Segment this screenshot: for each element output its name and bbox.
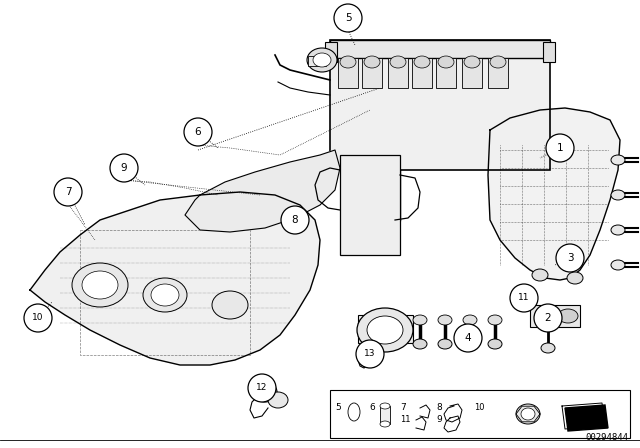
Text: 11: 11 xyxy=(518,293,530,302)
Text: 3: 3 xyxy=(566,253,573,263)
Bar xyxy=(330,40,550,58)
Ellipse shape xyxy=(307,48,337,72)
Text: 12: 12 xyxy=(256,383,268,392)
Text: 5: 5 xyxy=(335,403,340,412)
Ellipse shape xyxy=(414,56,430,68)
Ellipse shape xyxy=(535,309,555,323)
Ellipse shape xyxy=(359,356,371,366)
Circle shape xyxy=(546,134,574,162)
Ellipse shape xyxy=(82,271,118,299)
Bar xyxy=(436,58,456,88)
Circle shape xyxy=(281,206,309,234)
Polygon shape xyxy=(565,405,608,431)
Text: 9: 9 xyxy=(436,415,442,424)
Ellipse shape xyxy=(143,278,187,312)
Bar xyxy=(330,40,550,170)
Circle shape xyxy=(356,340,384,368)
Text: 1: 1 xyxy=(557,143,563,153)
Ellipse shape xyxy=(567,272,583,284)
Ellipse shape xyxy=(212,291,248,319)
Ellipse shape xyxy=(611,260,625,270)
Ellipse shape xyxy=(541,343,555,353)
Polygon shape xyxy=(488,108,620,280)
Text: 7: 7 xyxy=(400,403,406,412)
Ellipse shape xyxy=(490,56,506,68)
Text: 8: 8 xyxy=(436,403,442,412)
Ellipse shape xyxy=(532,269,548,281)
Ellipse shape xyxy=(438,315,452,325)
Bar xyxy=(330,390,630,438)
Ellipse shape xyxy=(253,382,277,402)
Bar xyxy=(338,58,358,88)
Circle shape xyxy=(54,178,82,206)
Ellipse shape xyxy=(488,339,502,349)
Text: 10: 10 xyxy=(32,314,44,323)
Text: 4: 4 xyxy=(465,333,471,343)
Bar xyxy=(543,42,555,62)
Circle shape xyxy=(534,304,562,332)
Polygon shape xyxy=(562,403,605,429)
Ellipse shape xyxy=(367,316,403,344)
Ellipse shape xyxy=(413,315,427,325)
Circle shape xyxy=(454,324,482,352)
Circle shape xyxy=(184,118,212,146)
Ellipse shape xyxy=(268,392,288,408)
Ellipse shape xyxy=(516,404,540,424)
Text: 00294844: 00294844 xyxy=(585,433,628,442)
Ellipse shape xyxy=(357,308,413,352)
Bar xyxy=(325,42,337,62)
Ellipse shape xyxy=(340,56,356,68)
Text: 5: 5 xyxy=(345,13,351,23)
Bar xyxy=(488,58,508,88)
Ellipse shape xyxy=(521,408,535,420)
Ellipse shape xyxy=(463,339,477,349)
Bar xyxy=(340,155,400,255)
Circle shape xyxy=(510,284,538,312)
Ellipse shape xyxy=(348,403,360,421)
Bar xyxy=(362,58,382,88)
Circle shape xyxy=(334,4,362,32)
Ellipse shape xyxy=(380,403,390,409)
Ellipse shape xyxy=(151,284,179,306)
Ellipse shape xyxy=(611,225,625,235)
Circle shape xyxy=(110,154,138,182)
Text: 11: 11 xyxy=(400,415,410,424)
Text: 6: 6 xyxy=(369,403,375,412)
Ellipse shape xyxy=(611,190,625,200)
Ellipse shape xyxy=(438,56,454,68)
Text: 6: 6 xyxy=(195,127,202,137)
Text: 9: 9 xyxy=(121,163,127,173)
Ellipse shape xyxy=(438,339,452,349)
Ellipse shape xyxy=(611,155,625,165)
Bar xyxy=(380,406,390,424)
Text: 7: 7 xyxy=(65,187,71,197)
Text: 13: 13 xyxy=(364,349,376,358)
Text: 2: 2 xyxy=(545,313,551,323)
Polygon shape xyxy=(30,192,320,365)
Circle shape xyxy=(556,244,584,272)
Ellipse shape xyxy=(488,315,502,325)
Bar xyxy=(308,56,326,66)
Ellipse shape xyxy=(380,421,390,427)
Text: 8: 8 xyxy=(292,215,298,225)
Ellipse shape xyxy=(313,53,331,67)
Circle shape xyxy=(24,304,52,332)
Bar xyxy=(462,58,482,88)
Polygon shape xyxy=(185,150,340,232)
Ellipse shape xyxy=(413,339,427,349)
Bar xyxy=(358,315,413,343)
Ellipse shape xyxy=(364,56,380,68)
Ellipse shape xyxy=(390,56,406,68)
Bar xyxy=(412,58,432,88)
Ellipse shape xyxy=(72,263,128,307)
Bar xyxy=(530,305,580,327)
Ellipse shape xyxy=(463,315,477,325)
Ellipse shape xyxy=(464,56,480,68)
Circle shape xyxy=(248,374,276,402)
Bar xyxy=(388,58,408,88)
Text: 10: 10 xyxy=(474,403,484,412)
Ellipse shape xyxy=(558,309,578,323)
